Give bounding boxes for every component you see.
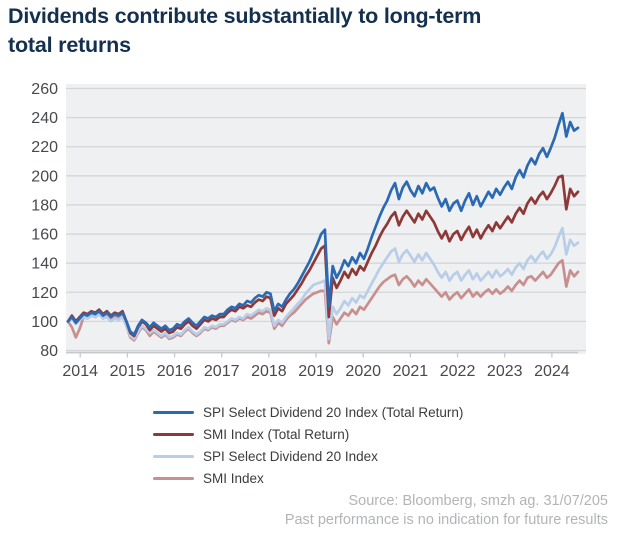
series-line <box>66 258 580 345</box>
x-tick-label: 2021 <box>393 363 429 380</box>
source-line: Source: Bloomberg, smzh ag. 31/07/205 <box>348 493 608 509</box>
x-tick-label: 2022 <box>440 363 476 380</box>
series-line <box>66 174 580 338</box>
legend-label: SMI Index (Total Return) <box>203 427 350 442</box>
legend-swatch <box>153 410 194 415</box>
y-tick-label: 160 <box>31 227 58 244</box>
x-tick-label: 2023 <box>487 363 523 380</box>
x-tick-label: 2019 <box>298 363 334 380</box>
x-tick-label: 2015 <box>110 363 146 380</box>
y-tick-label: 140 <box>31 256 58 273</box>
y-tick-label: 200 <box>31 168 58 185</box>
series-line <box>66 111 580 336</box>
y-tick-label: 260 <box>31 81 58 98</box>
series-line <box>66 226 580 341</box>
y-tick-label: 180 <box>31 197 58 214</box>
legend-swatch <box>153 454 194 459</box>
legend: SPI Select Dividend 20 Index (Total Retu… <box>153 405 463 486</box>
dividend-performance-chart: 80 100 120 140 160 180 200 220 240 260 2014 2015 201… <box>31 81 586 380</box>
chart-title-line1: Dividends contribute substantially to lo… <box>8 4 482 28</box>
y-tick-label: 100 <box>31 314 58 331</box>
chart-title-line2: total returns <box>8 33 131 58</box>
legend-label: SPI Select Dividend 20 Index (Total Retu… <box>203 405 464 420</box>
y-tick-label: 80 <box>40 343 58 360</box>
x-tick-label: 2017 <box>204 363 240 380</box>
legend-swatch <box>153 476 194 481</box>
source-note: Source: Bloomberg, smzh ag. 31/07/205 Pa… <box>285 492 608 529</box>
x-tick-label: 2014 <box>62 363 98 380</box>
legend-label: SMI Index <box>203 471 264 486</box>
legend-item: SPI Select Dividend 20 Index <box>153 449 463 464</box>
legend-item: SMI Index (Total Return) <box>153 427 463 442</box>
y-tick-label: 240 <box>31 110 58 127</box>
x-tick-label: 2020 <box>345 363 381 380</box>
y-tick-label: 220 <box>31 139 58 156</box>
x-tick-label: 2018 <box>251 363 287 380</box>
y-tick-label: 120 <box>31 285 58 302</box>
legend-item: SPI Select Dividend 20 Index (Total Retu… <box>153 405 463 420</box>
x-tick-label: 2016 <box>157 363 193 380</box>
legend-label: SPI Select Dividend 20 Index <box>203 449 378 464</box>
legend-swatch <box>153 432 194 437</box>
disclaimer-line: Past performance is no indication for fu… <box>284 511 608 528</box>
chart-title: Dividends contribute substantially to lo… <box>8 2 608 60</box>
legend-item: SMI Index <box>153 471 463 486</box>
x-tick-label: 2024 <box>534 363 570 380</box>
